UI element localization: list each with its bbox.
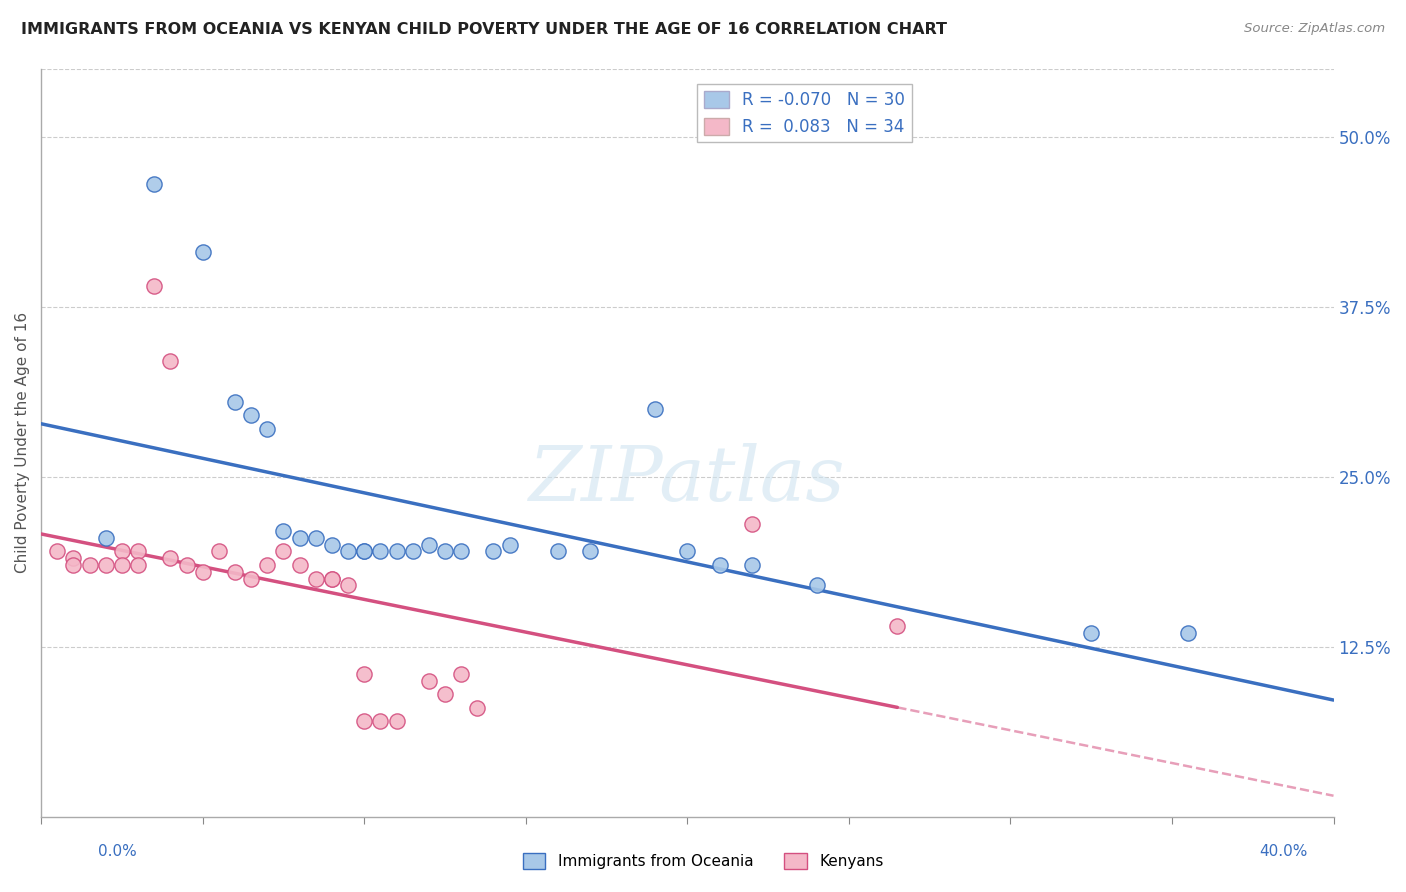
Point: [191, 565, 214, 579]
Point: [321, 572, 343, 586]
Point: [370, 544, 392, 558]
Point: [806, 578, 828, 592]
Point: [450, 666, 472, 681]
Point: [402, 544, 425, 558]
Legend: Immigrants from Oceania, Kenyans: Immigrants from Oceania, Kenyans: [516, 847, 890, 875]
Point: [498, 537, 520, 551]
Point: [353, 544, 375, 558]
Point: [337, 578, 360, 592]
Point: [62, 558, 84, 572]
Point: [127, 558, 149, 572]
Point: [159, 551, 181, 566]
Point: [370, 714, 392, 729]
Point: [143, 279, 166, 293]
Point: [240, 409, 263, 423]
Point: [273, 524, 295, 538]
Point: [385, 714, 408, 729]
Point: [224, 394, 246, 409]
Point: [273, 544, 295, 558]
Point: [240, 572, 263, 586]
Point: [547, 544, 569, 558]
Point: [191, 245, 214, 260]
Point: [305, 531, 328, 545]
Point: [385, 544, 408, 558]
Point: [94, 531, 117, 545]
Point: [46, 544, 69, 558]
Point: [111, 558, 134, 572]
Point: [644, 401, 666, 416]
Point: [433, 687, 456, 701]
Text: 0.0%: 0.0%: [98, 845, 138, 859]
Legend: R = -0.070   N = 30, R =  0.083   N = 34: R = -0.070 N = 30, R = 0.083 N = 34: [697, 85, 911, 143]
Point: [176, 558, 198, 572]
Point: [465, 700, 488, 714]
Point: [94, 558, 117, 572]
Point: [256, 558, 278, 572]
Point: [450, 544, 472, 558]
Point: [433, 544, 456, 558]
Point: [111, 544, 134, 558]
Point: [62, 551, 84, 566]
Point: [288, 531, 311, 545]
Point: [321, 537, 343, 551]
Text: ZIPatlas: ZIPatlas: [529, 443, 845, 517]
Text: 40.0%: 40.0%: [1260, 845, 1308, 859]
Point: [208, 544, 231, 558]
Point: [1177, 626, 1199, 640]
Point: [127, 544, 149, 558]
Point: [741, 517, 763, 532]
Text: Source: ZipAtlas.com: Source: ZipAtlas.com: [1244, 22, 1385, 36]
Point: [741, 558, 763, 572]
Point: [418, 673, 440, 688]
Point: [353, 714, 375, 729]
Point: [224, 565, 246, 579]
Point: [79, 558, 101, 572]
Point: [256, 422, 278, 436]
Point: [579, 544, 602, 558]
Point: [337, 544, 360, 558]
Y-axis label: Child Poverty Under the Age of 16: Child Poverty Under the Age of 16: [15, 312, 30, 573]
Point: [482, 544, 505, 558]
Point: [353, 666, 375, 681]
Point: [143, 177, 166, 191]
Point: [676, 544, 699, 558]
Point: [353, 544, 375, 558]
Point: [288, 558, 311, 572]
Text: IMMIGRANTS FROM OCEANIA VS KENYAN CHILD POVERTY UNDER THE AGE OF 16 CORRELATION : IMMIGRANTS FROM OCEANIA VS KENYAN CHILD …: [21, 22, 948, 37]
Point: [418, 537, 440, 551]
Point: [886, 619, 908, 633]
Point: [159, 354, 181, 368]
Point: [1080, 626, 1102, 640]
Point: [709, 558, 731, 572]
Point: [305, 572, 328, 586]
Point: [321, 572, 343, 586]
